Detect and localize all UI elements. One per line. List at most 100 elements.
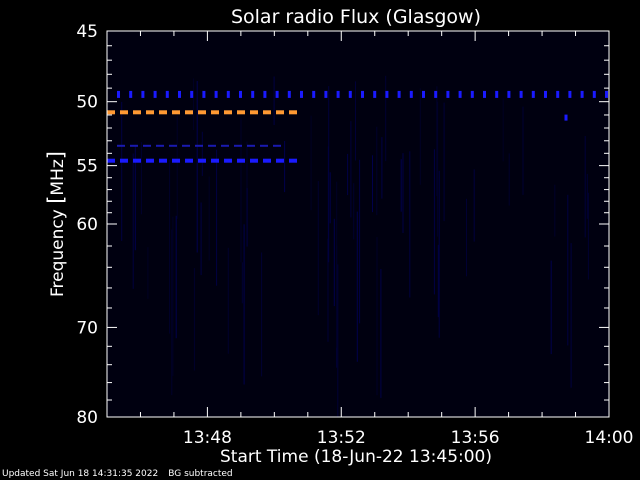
noise-streak <box>147 247 149 299</box>
band-dash <box>107 110 115 115</box>
band-tick <box>117 90 120 98</box>
noise-streak <box>587 192 589 280</box>
y-axis-label-text: Frequency <box>48 204 68 297</box>
band-dash <box>250 158 258 163</box>
band-dash <box>133 158 141 163</box>
band-tick <box>397 90 401 98</box>
noise-streak <box>169 159 171 334</box>
band-tick <box>312 90 316 98</box>
band-0 <box>117 90 608 98</box>
band-dash <box>182 144 190 147</box>
band-tick <box>483 90 486 98</box>
noise-streak <box>333 218 335 307</box>
y-tick-label: 80 <box>76 408 98 428</box>
noise-streak <box>284 141 286 193</box>
band-dash <box>130 144 138 147</box>
noise-streak <box>328 86 330 263</box>
noise-streak <box>193 268 195 371</box>
noise-streak <box>273 76 275 125</box>
y-tick-label: 60 <box>76 215 98 235</box>
noise-streak <box>216 149 218 286</box>
noise-streak <box>246 188 248 247</box>
noise-streak <box>241 262 243 304</box>
band-1 <box>107 110 297 115</box>
band-4 <box>564 114 568 121</box>
band-dash <box>247 144 255 147</box>
band-tick <box>507 90 511 98</box>
noise-streak <box>400 159 402 212</box>
band-dash <box>146 110 154 115</box>
noise-streak <box>227 247 229 354</box>
x-tick-label: 14:00 <box>585 428 634 448</box>
band-tick <box>409 90 413 98</box>
y-axis-label: Frequency [MHz] <box>44 151 68 297</box>
band-dash <box>185 158 193 163</box>
noise-streak <box>246 141 248 227</box>
updated-timestamp: Updated Sat Jun 18 14:31:35 2022 <box>2 469 159 479</box>
band-dash <box>237 158 245 163</box>
noise-streak <box>586 173 588 219</box>
bg-note: BG subtracted <box>168 469 233 479</box>
band-dash <box>208 144 216 147</box>
noise-streak <box>176 115 178 219</box>
emission-bands <box>107 90 608 163</box>
band-dash <box>250 110 258 115</box>
noise-streak <box>171 229 173 396</box>
noise-streak <box>385 75 387 162</box>
noise-streak <box>570 243 572 388</box>
band-dash <box>146 158 154 163</box>
band-tick <box>153 90 157 98</box>
noise-streak <box>437 244 439 318</box>
noise-streak <box>132 153 134 289</box>
noise-streak <box>381 137 383 199</box>
band-dash <box>156 144 164 147</box>
noise-streak <box>261 252 263 377</box>
noise-streak <box>550 260 552 355</box>
band-tick <box>592 90 596 98</box>
noise-streak <box>327 238 329 342</box>
band-tick <box>544 90 547 98</box>
plot-background <box>107 31 609 417</box>
band-tick <box>580 90 584 98</box>
noise-streak <box>380 269 382 398</box>
noise-streak <box>567 194 569 346</box>
band-dash <box>172 110 180 115</box>
band-tick <box>605 90 608 98</box>
noise-streak <box>243 224 245 385</box>
band-dash <box>211 158 219 163</box>
band-dash <box>237 110 245 115</box>
noise-streak <box>196 81 198 253</box>
y-axis-label-close-bracket: ] <box>44 151 68 159</box>
band-dash <box>185 110 193 115</box>
band-dash <box>143 144 151 147</box>
background-noise <box>121 75 589 417</box>
footer: Updated Sat Jun 18 14:31:35 2022 BG subtr… <box>2 469 243 479</box>
band-tick <box>495 90 499 98</box>
band-tick <box>336 90 340 98</box>
noise-streak <box>201 131 203 176</box>
band-tick <box>385 90 389 98</box>
noise-streak <box>359 159 361 324</box>
noise-streak <box>584 136 586 238</box>
band-tick <box>348 90 352 98</box>
noise-streak <box>172 216 174 376</box>
band-tick <box>531 90 535 98</box>
band-tick <box>141 90 145 98</box>
noise-streak <box>175 215 177 339</box>
noise-streak <box>409 151 411 298</box>
noise-streak <box>376 237 378 396</box>
band-dash <box>211 110 219 115</box>
y-axis: 45 50 55 60 70 80 <box>76 22 609 428</box>
band-tick <box>519 90 523 98</box>
noise-streak <box>419 88 421 185</box>
band-dash <box>221 144 229 147</box>
band-spot <box>564 114 568 121</box>
band-tick <box>324 90 328 98</box>
band-dash <box>159 110 167 115</box>
band-dash <box>260 144 268 147</box>
y-tick-label: 45 <box>76 22 98 42</box>
band-tick <box>190 90 194 98</box>
x-axis-label: Start Time (18-Jun-22 13:45:00) <box>220 447 492 467</box>
band-tick <box>239 90 242 98</box>
